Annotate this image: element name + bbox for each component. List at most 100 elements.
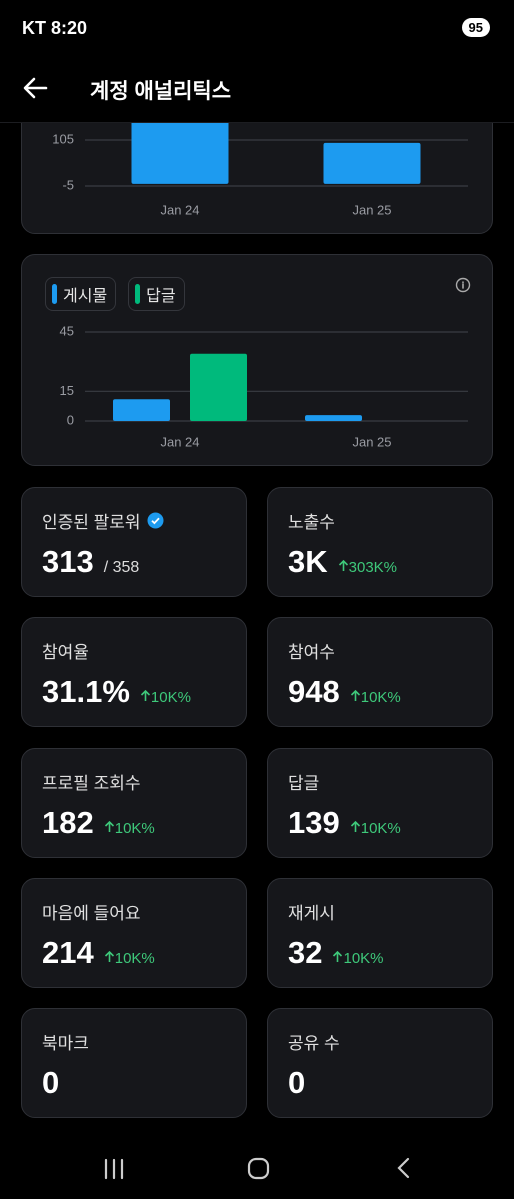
bar bbox=[323, 142, 421, 184]
stat-row: 182 10K% bbox=[42, 805, 155, 841]
y-tick-label: -5 bbox=[62, 177, 74, 192]
y-tick-label: 0 bbox=[67, 412, 74, 427]
legend-item: 답글 bbox=[128, 277, 185, 311]
stat-value: 0 bbox=[288, 1065, 306, 1101]
stat-label-row: 마음에 들어요 bbox=[42, 899, 141, 924]
up-arrow bbox=[104, 950, 114, 962]
stat-row: 0 bbox=[288, 1065, 305, 1101]
stat-change: 303K% bbox=[348, 559, 398, 576]
legend-label: 답글 bbox=[146, 288, 176, 305]
x-tick-label: Jan 24 bbox=[160, 202, 199, 217]
stat-card: 프로필 조회수 182 10K% bbox=[21, 747, 247, 858]
up-arrow bbox=[350, 820, 360, 832]
stat-label-row: 프로필 조회수 bbox=[42, 769, 141, 794]
stat-change: 10K% bbox=[114, 819, 155, 837]
stat-label: 북마크 bbox=[42, 1034, 89, 1054]
home-button[interactable] bbox=[247, 1157, 270, 1180]
stat-label: 프로필 조회수 bbox=[42, 773, 141, 793]
stat-value: 32 bbox=[288, 934, 323, 970]
carrier-time: KT 8:20 bbox=[22, 18, 88, 38]
stat-row: 31.1% 10K% bbox=[42, 674, 191, 710]
y-tick-label: 105 bbox=[52, 131, 74, 146]
stat-change-row: 10K% bbox=[140, 689, 191, 706]
back-button[interactable] bbox=[22, 76, 48, 100]
stat-total: / 358 bbox=[103, 559, 140, 576]
up-arrow bbox=[104, 820, 114, 832]
page-title: 계정 애널리틱스 bbox=[90, 80, 232, 103]
stat-label-row: 인증된 팔로워 bbox=[42, 508, 164, 533]
stat-label: 재게시 bbox=[288, 903, 335, 923]
stat-label-row: 참여수 bbox=[288, 638, 335, 663]
legend: 게시물 답글 bbox=[45, 277, 185, 311]
stat-card: 마음에 들어요 214 10K% bbox=[21, 877, 247, 988]
x-tick-label: Jan 25 bbox=[352, 202, 391, 217]
stat-change: 10K% bbox=[114, 949, 155, 967]
stat-label-row: 재게시 bbox=[288, 899, 335, 924]
stat-label: 공유 수 bbox=[288, 1034, 340, 1054]
bar bbox=[131, 121, 229, 184]
recent-apps[interactable] bbox=[104, 1158, 124, 1180]
stat-change: 10K% bbox=[150, 689, 191, 707]
legend-swatch bbox=[52, 284, 57, 304]
stat-label: 인증된 팔로워 bbox=[42, 513, 141, 532]
legend-label: 게시물 bbox=[63, 288, 108, 305]
stat-card: 노출수 3K 303K% bbox=[267, 487, 493, 597]
bar bbox=[305, 415, 362, 421]
stat-label: 참여수 bbox=[288, 643, 335, 663]
up-arrow bbox=[350, 690, 360, 702]
stat-row: 139 10K% bbox=[288, 805, 401, 841]
back-nav[interactable] bbox=[397, 1157, 410, 1179]
stat-change: 10K% bbox=[343, 949, 384, 967]
stat-change: 10K% bbox=[360, 819, 401, 837]
stat-row: 0 bbox=[42, 1065, 59, 1101]
info-icon[interactable] bbox=[455, 277, 471, 293]
verified-icon bbox=[147, 512, 164, 529]
stat-card: 공유 수 0 bbox=[267, 1008, 493, 1119]
bar bbox=[113, 399, 170, 421]
stat-change-row: 303K% bbox=[338, 559, 397, 576]
stat-card: 재게시 32 10K% bbox=[267, 877, 493, 988]
stat-card: 인증된 팔로워 313 / 358 bbox=[21, 487, 247, 597]
stat-value: 214 bbox=[42, 934, 94, 970]
up-arrow bbox=[333, 950, 343, 962]
stat-row: 214 10K% bbox=[42, 935, 155, 971]
stat-change-row: 10K% bbox=[350, 820, 401, 837]
stat-value: 139 bbox=[288, 804, 340, 840]
stat-row: 32 10K% bbox=[288, 935, 384, 971]
stat-change-row: 10K% bbox=[332, 949, 384, 967]
x-tick-label: Jan 24 bbox=[160, 434, 199, 449]
stat-change: 10K% bbox=[360, 689, 401, 707]
y-tick-label: 15 bbox=[60, 383, 74, 398]
stat-label: 마음에 들어요 bbox=[42, 903, 141, 923]
stat-card: 북마크 0 bbox=[21, 1008, 247, 1119]
up-arrow bbox=[140, 690, 150, 702]
stat-row: 948 10K% bbox=[288, 674, 401, 710]
up-arrow bbox=[338, 559, 348, 571]
x-tick-label: Jan 25 bbox=[352, 434, 391, 449]
chart-card bbox=[21, 254, 493, 466]
status-bar: KT 8:20 95 bbox=[0, 0, 514, 55]
stat-change-row: 10K% bbox=[104, 820, 155, 837]
charts: -5 105 Jan 24 Jan 25 0 15 45 Jan 24 Jan 25 bbox=[52, 121, 468, 449]
battery: 95 bbox=[461, 18, 490, 37]
stat-label: 참여율 bbox=[42, 643, 89, 663]
stat-value: 948 bbox=[288, 674, 340, 710]
stat-card: 참여율 31.1% 10K% bbox=[21, 617, 247, 728]
y-tick-label: 45 bbox=[60, 323, 74, 338]
stat-label-row: 참여율 bbox=[42, 638, 89, 663]
stat-card: 답글 139 10K% bbox=[267, 747, 493, 858]
stat-value: 0 bbox=[42, 1065, 60, 1101]
stat-label: 답글 bbox=[288, 773, 320, 793]
bar bbox=[190, 353, 247, 421]
stat-value: 182 bbox=[42, 804, 94, 840]
stat-change-row: 10K% bbox=[350, 689, 401, 706]
stat-card: 참여수 948 10K% bbox=[267, 617, 493, 728]
stat-label-row: 노출수 bbox=[288, 508, 335, 533]
stat-row: 313 / 358 bbox=[42, 544, 139, 580]
header: 계정 애널리틱스 bbox=[0, 55, 514, 123]
legend-swatch bbox=[135, 284, 141, 304]
legend-item: 게시물 bbox=[45, 277, 117, 311]
stat-row: 3K 303K% bbox=[288, 544, 397, 580]
nav-bar bbox=[104, 1157, 410, 1180]
stat-label: 노출수 bbox=[288, 513, 335, 532]
